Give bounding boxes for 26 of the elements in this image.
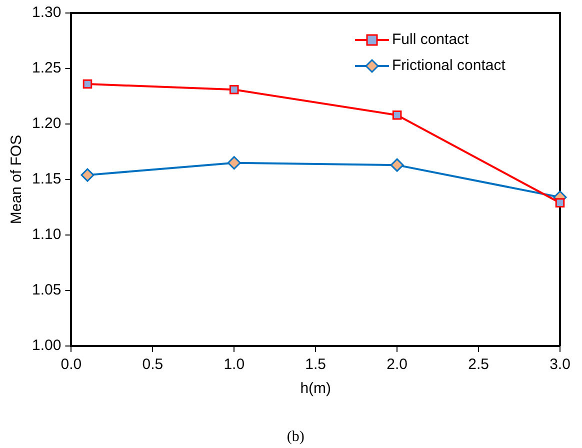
x-tick-label: 1.5	[305, 356, 326, 374]
x-tick-label: 3.0	[550, 356, 570, 374]
y-tick-label: 1.15	[32, 170, 62, 188]
y-axis-title: Mean of FOS	[8, 134, 26, 224]
y-tick-label: 1.20	[32, 115, 62, 132]
point	[82, 79, 92, 89]
y-tick-label: 1.00	[32, 337, 62, 354]
y-tick-label: 1.30	[32, 4, 62, 22]
y-tick-label: 1.05	[32, 282, 62, 299]
text: (b)	[286, 428, 304, 445]
point	[555, 198, 565, 208]
point	[392, 110, 402, 120]
point	[390, 158, 404, 172]
x-tick-label: 0.0	[60, 356, 82, 374]
point	[227, 156, 241, 170]
y-tick-label: 1.25	[32, 60, 62, 77]
y-tick-label: 1.10	[32, 226, 62, 244]
x-tick-label: 0.5	[142, 356, 164, 374]
legend-label: Frictional contact	[392, 57, 506, 74]
point	[80, 168, 94, 182]
legend-label: Full contact	[392, 31, 470, 48]
x-axis-title: h(m)	[300, 380, 332, 398]
x-tick-label: 1.0	[224, 356, 245, 374]
point	[229, 84, 239, 94]
x-tick-label: 2.0	[386, 356, 408, 374]
x-tick-label: 2.5	[468, 356, 489, 374]
